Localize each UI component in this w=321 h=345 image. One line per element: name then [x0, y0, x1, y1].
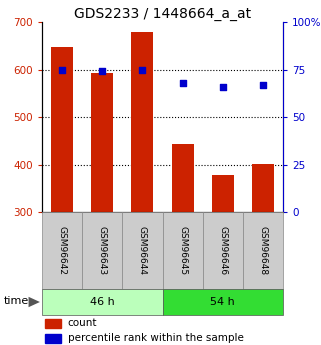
Bar: [131, 32, 153, 212]
Point: [59, 67, 65, 72]
Point: [260, 82, 265, 88]
Point: [180, 80, 185, 86]
Text: GSM96645: GSM96645: [178, 226, 187, 275]
Bar: [171, 144, 194, 212]
Text: GSM96644: GSM96644: [138, 226, 147, 275]
Polygon shape: [29, 297, 40, 307]
Point: [100, 69, 105, 74]
Text: GSM96646: GSM96646: [218, 226, 227, 275]
Bar: [212, 175, 234, 212]
Bar: [162, 212, 203, 289]
Point: [140, 67, 145, 72]
Bar: [42, 212, 82, 289]
Bar: [82, 212, 122, 289]
Text: GSM96642: GSM96642: [57, 226, 66, 275]
Bar: [162, 289, 283, 315]
Text: GSM96643: GSM96643: [98, 226, 107, 275]
Bar: [45, 318, 61, 328]
Text: percentile rank within the sample: percentile rank within the sample: [68, 333, 244, 343]
Bar: [122, 212, 162, 289]
Point: [220, 84, 225, 89]
Bar: [252, 164, 274, 212]
Bar: [42, 289, 162, 315]
Text: 54 h: 54 h: [210, 297, 235, 307]
Bar: [45, 334, 61, 343]
Bar: [203, 212, 243, 289]
Bar: [91, 73, 113, 212]
Text: time: time: [3, 296, 29, 306]
Text: count: count: [68, 318, 97, 328]
Bar: [243, 212, 283, 289]
Text: 46 h: 46 h: [90, 297, 115, 307]
Title: GDS2233 / 1448664_a_at: GDS2233 / 1448664_a_at: [74, 7, 251, 21]
Bar: [51, 47, 73, 212]
Text: GSM96648: GSM96648: [258, 226, 267, 275]
